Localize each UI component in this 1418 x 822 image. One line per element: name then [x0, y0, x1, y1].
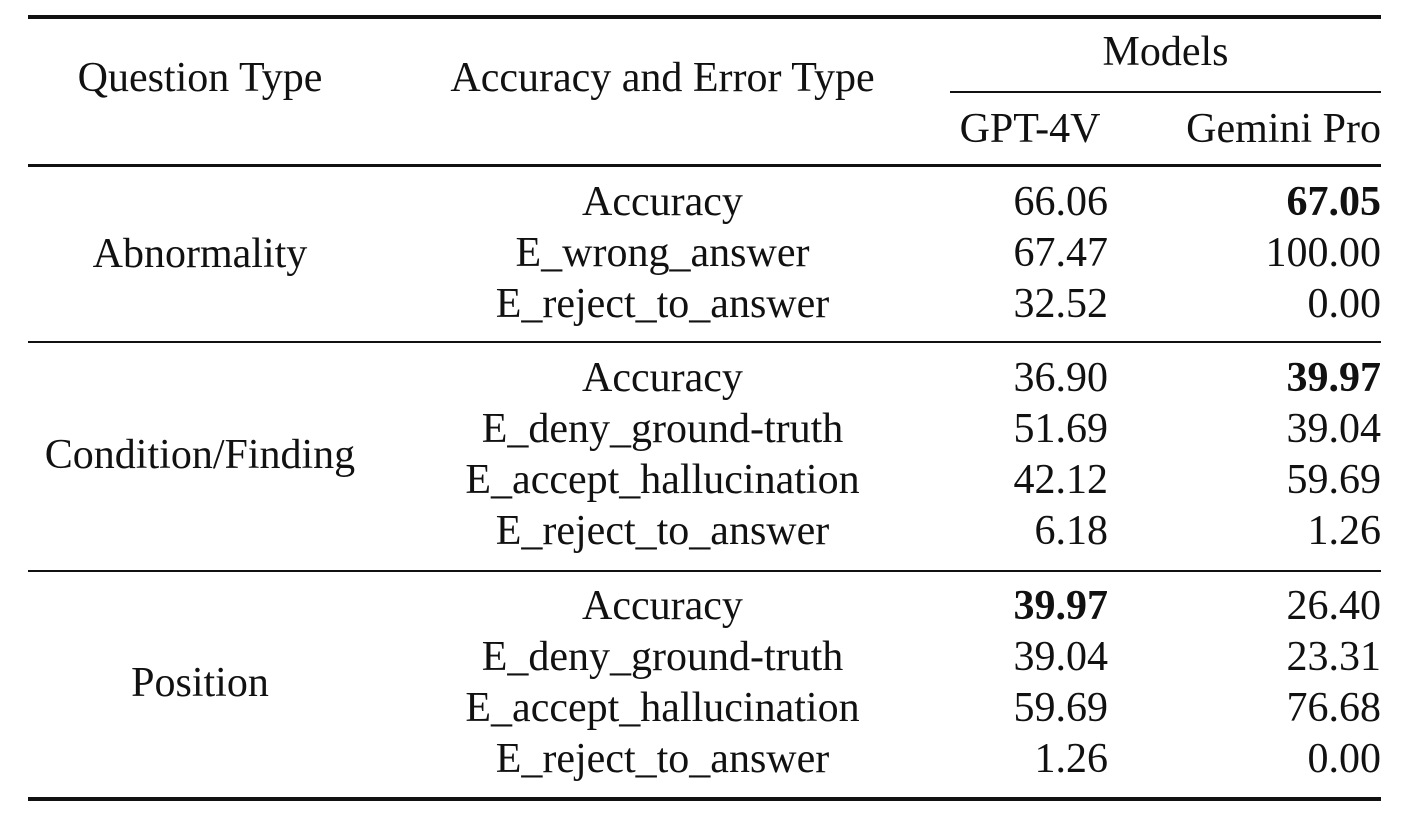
value-gemini-pro: 23.31 [1286, 634, 1382, 680]
header-rule [28, 164, 1381, 167]
top-rule [28, 15, 1381, 19]
section-divider [28, 341, 1381, 343]
header-question-type: Question Type [77, 55, 323, 101]
metric-label: E_accept_hallucination [465, 685, 860, 731]
metric-label: Accuracy [582, 179, 743, 225]
header-accuracy-error-type: Accuracy and Error Type [450, 55, 875, 101]
value-gpt4v: 36.90 [1013, 355, 1109, 401]
value-gpt4v: 6.18 [1034, 508, 1109, 554]
value-gemini-pro: 59.69 [1286, 457, 1382, 503]
value-gemini-pro: 67.05 [1286, 179, 1382, 225]
metric-label: E_reject_to_answer [495, 736, 830, 782]
section-question-type: Condition/Finding [44, 432, 356, 478]
metric-label: E_wrong_answer [515, 230, 810, 276]
value-gemini-pro: 0.00 [1307, 281, 1382, 327]
header-model-gemini: Gemini Pro [1186, 106, 1381, 152]
metric-label: E_deny_ground-truth [481, 406, 844, 452]
section-question-type: Abnormality [92, 230, 308, 277]
value-gemini-pro: 39.97 [1286, 355, 1382, 401]
section-divider [28, 570, 1381, 572]
section-question-type: Position [131, 660, 269, 706]
value-gpt4v: 39.04 [1013, 634, 1109, 680]
header-model-gpt4v: GPT-4V [959, 106, 1101, 152]
value-gpt4v: 51.69 [1013, 406, 1109, 452]
value-gpt4v: 39.97 [1013, 583, 1109, 629]
metric-label: Accuracy [582, 355, 743, 401]
value-gpt4v: 42.12 [1013, 457, 1109, 503]
metric-label: E_accept_hallucination [465, 457, 860, 503]
bottom-rule [28, 797, 1381, 801]
metric-label: E_deny_ground-truth [481, 634, 844, 680]
header-models: Models [1102, 29, 1229, 75]
value-gemini-pro: 100.00 [1265, 230, 1382, 276]
metric-label: E_reject_to_answer [495, 508, 830, 554]
metric-label: E_reject_to_answer [495, 281, 830, 327]
value-gpt4v: 67.47 [1013, 230, 1109, 276]
value-gpt4v: 1.26 [1034, 736, 1109, 782]
value-gpt4v: 32.52 [1013, 281, 1109, 327]
value-gemini-pro: 39.04 [1286, 406, 1382, 452]
models-underline [950, 91, 1381, 93]
value-gpt4v: 66.06 [1013, 179, 1109, 225]
value-gemini-pro: 76.68 [1286, 685, 1382, 731]
value-gemini-pro: 26.40 [1286, 583, 1382, 629]
value-gemini-pro: 1.26 [1307, 508, 1382, 554]
value-gpt4v: 59.69 [1013, 685, 1109, 731]
metric-label: Accuracy [582, 583, 743, 629]
value-gemini-pro: 0.00 [1307, 736, 1382, 782]
